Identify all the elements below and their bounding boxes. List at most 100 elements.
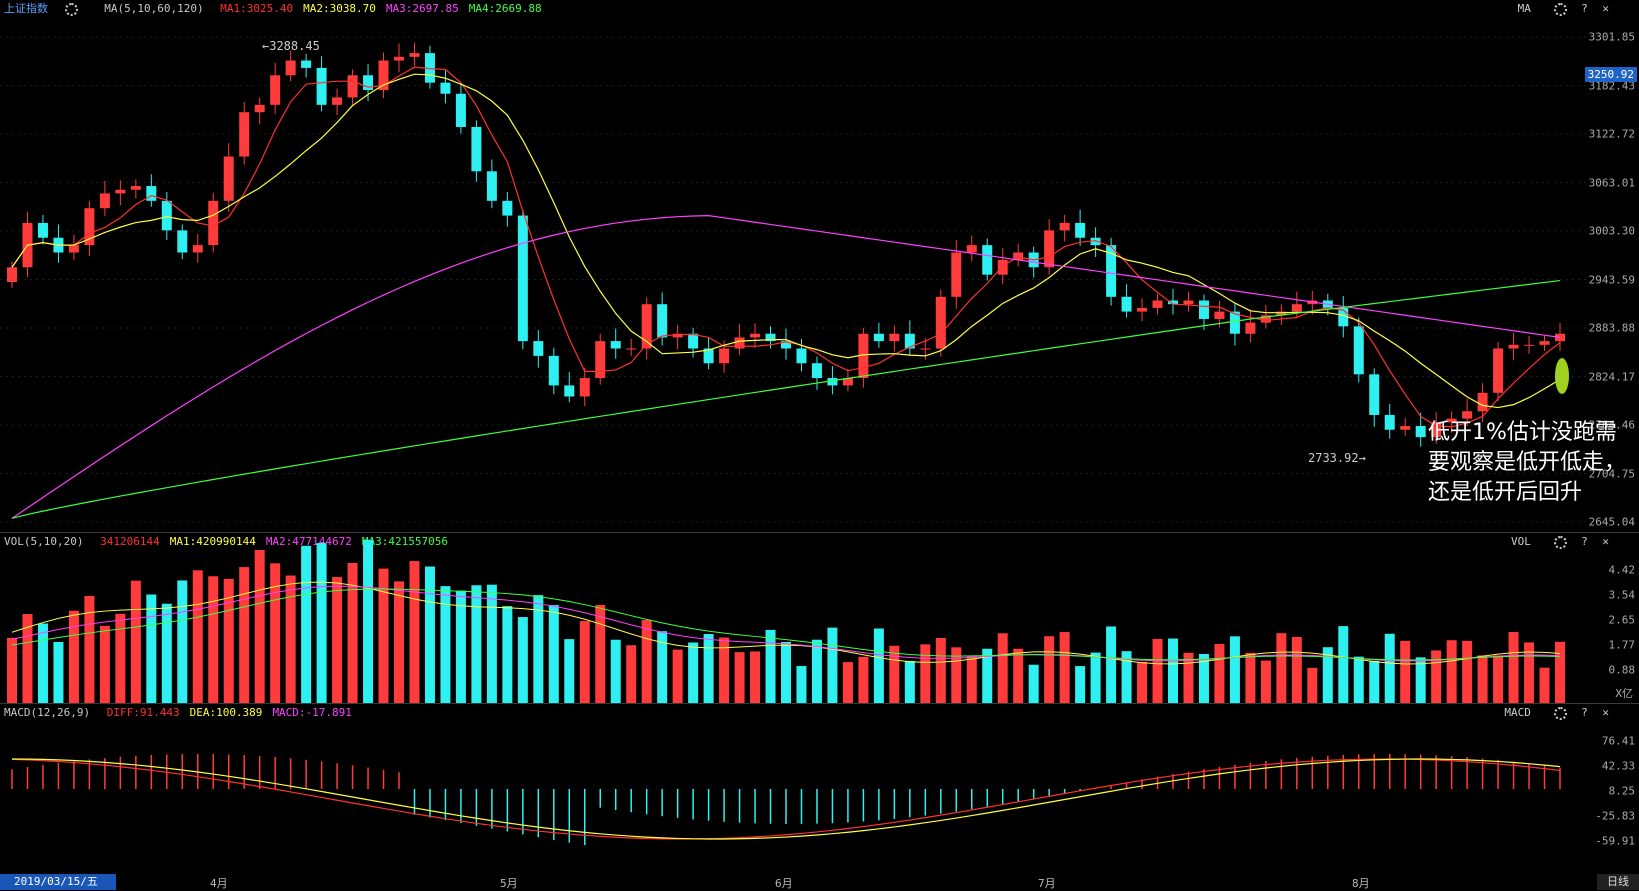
axis-tick: 3122.72	[1588, 127, 1635, 141]
candle	[301, 53, 312, 78]
price-panel: 上证指数 MA(5,10,60,120) MA1:3025.40 MA2:3038…	[0, 0, 1637, 532]
volume-bar	[37, 623, 48, 703]
volume-bar	[1044, 636, 1055, 703]
help-icon[interactable]: ?	[1581, 535, 1588, 548]
volume-bar	[455, 590, 466, 703]
volume-bar	[502, 606, 513, 703]
candle	[146, 174, 157, 207]
volume-bar	[811, 639, 822, 703]
indicator-value-2: MACD:-17.891	[272, 706, 352, 719]
settings-icon[interactable]	[1546, 535, 1567, 549]
candle	[858, 327, 869, 388]
volume-bar	[1075, 666, 1086, 703]
candle	[533, 330, 544, 368]
volume-bar	[161, 603, 172, 703]
volume-bar	[440, 586, 451, 703]
volume-bar	[1369, 660, 1380, 703]
volume-bar	[1059, 632, 1070, 703]
settings-icon[interactable]	[1546, 2, 1567, 16]
volume-bar	[1229, 636, 1240, 703]
help-icon[interactable]: ?	[1581, 2, 1588, 15]
candle	[641, 297, 652, 360]
volume-bar	[1446, 640, 1457, 703]
volume-bar	[68, 610, 79, 703]
macd-line	[11, 758, 1561, 840]
macd-line	[11, 758, 1561, 840]
volume-bar	[966, 655, 977, 703]
volume-bar	[1524, 642, 1535, 703]
help-icon[interactable]: ?	[1581, 706, 1588, 719]
candle	[1384, 403, 1395, 439]
candle	[564, 372, 575, 403]
candle	[626, 338, 637, 356]
volume-bar	[363, 539, 374, 703]
indicator-value-0: 341206144	[100, 535, 160, 548]
volume-bar	[1353, 656, 1364, 703]
candle	[254, 97, 265, 125]
candle	[1539, 335, 1550, 351]
volume-chart[interactable]	[0, 533, 1590, 703]
macd-chart[interactable]	[0, 704, 1590, 874]
volume-unit: X亿	[1615, 687, 1633, 700]
volume-bar	[1384, 633, 1395, 703]
volume-bar	[486, 584, 497, 703]
close-icon[interactable]: ✕	[1602, 2, 1609, 15]
settings-icon[interactable]	[1546, 706, 1567, 720]
candle	[1044, 219, 1055, 275]
date-bar: 2019/03/15/五 4月 5月 6月 7月 8月 日线	[0, 874, 1639, 890]
ma-settings-icon[interactable]	[64, 2, 88, 16]
close-icon[interactable]: ✕	[1602, 535, 1609, 548]
candle	[1400, 417, 1411, 436]
volume-bar	[1400, 640, 1411, 703]
volume-bar	[1291, 636, 1302, 703]
candle	[99, 180, 110, 217]
price-chart[interactable]: ←3288.45 2733.92→	[0, 0, 1590, 532]
volume-controls: VOL ? ✕	[1503, 533, 1609, 551]
axis-tick: 4.42	[1608, 563, 1636, 577]
macd-controls: MACD ? ✕	[1496, 704, 1609, 722]
candle	[935, 289, 946, 357]
candle	[363, 64, 374, 102]
axis-tick: 0.88	[1608, 663, 1636, 677]
candle	[966, 235, 977, 262]
volume-bar	[1245, 652, 1256, 703]
volume-bar	[146, 594, 157, 703]
candle	[378, 52, 389, 99]
high-label: ←3288.45	[262, 39, 320, 53]
volume-bar	[904, 660, 915, 703]
volume-bar	[1508, 632, 1519, 703]
candle	[1462, 398, 1473, 427]
indicator-value-0: DIFF:91.443	[106, 706, 180, 719]
indicator-value-3: MA4:2669.88	[468, 2, 542, 15]
axis-tick: 3182.43	[1588, 79, 1635, 92]
index-name[interactable]: 上证指数	[4, 2, 48, 15]
volume-bar	[858, 656, 869, 703]
period-button[interactable]: 日线	[1597, 874, 1639, 890]
macd-panel: MACD(12,26,9) DIFF:91.443 DEA:100.389 MACD…	[0, 704, 1639, 874]
volume-bar	[703, 634, 714, 703]
volume-bar	[1338, 626, 1349, 703]
volume-bar	[765, 629, 776, 703]
candle	[115, 180, 126, 206]
candle	[1415, 412, 1426, 447]
candle	[1369, 368, 1380, 427]
volume-bar	[719, 637, 730, 703]
candle	[548, 347, 559, 395]
candle	[1508, 332, 1519, 361]
candle	[208, 192, 219, 253]
volume-bar	[471, 585, 482, 703]
volume-bar	[1106, 626, 1117, 703]
volume-bar	[1322, 647, 1333, 703]
volume-bar	[548, 605, 559, 703]
ma-title: MA(5,10,60,120)	[104, 2, 204, 15]
vol-label: VOL	[1511, 535, 1531, 548]
volume-bar	[657, 631, 668, 703]
volume-bar	[1307, 667, 1318, 703]
volume-bar	[1198, 653, 1209, 703]
volume-bar	[1214, 643, 1225, 703]
close-icon[interactable]: ✕	[1602, 706, 1609, 719]
price-header: 上证指数 MA(5,10,60,120) MA1:3025.40 MA2:3038…	[4, 0, 562, 18]
candle	[1137, 298, 1148, 322]
axis-tick: 2824.17	[1588, 370, 1635, 383]
volume-bar	[517, 617, 528, 703]
